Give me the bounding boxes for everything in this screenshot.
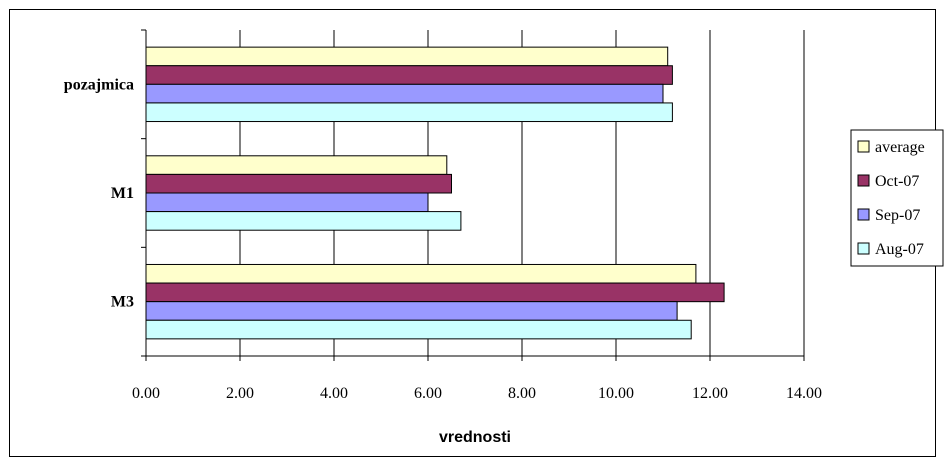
bar-aug-07-m3 xyxy=(145,319,692,340)
bar-aug-07-m1 xyxy=(145,211,462,231)
x-tick-labels: 0.00 2.00 4.00 6.00 8.00 10.00 12.00 14.00 xyxy=(132,385,822,402)
legend-label: Oct-07 xyxy=(875,173,919,190)
legend-swatch xyxy=(857,140,870,153)
x-tick-label: 8.00 xyxy=(508,385,536,402)
bar-average-m3 xyxy=(145,263,697,284)
legend-label: Sep-07 xyxy=(875,207,920,224)
bars xyxy=(145,46,725,340)
legend-swatch xyxy=(857,174,870,187)
bar-sep-07-pozajmica xyxy=(145,83,664,104)
bar-average-m1 xyxy=(145,155,448,175)
bar-oct-07-m3 xyxy=(145,282,725,303)
legend-label: Aug-07 xyxy=(875,241,924,258)
x-tick-label: 0.00 xyxy=(132,385,160,402)
category-label: pozajmica xyxy=(64,76,134,93)
x-tick-label: 2.00 xyxy=(226,385,254,402)
legend-swatch xyxy=(857,242,870,255)
legend-swatch xyxy=(857,208,870,221)
legend-label: average xyxy=(875,139,925,156)
x-tick-label: 4.00 xyxy=(320,385,348,402)
legend: average Oct-07 Sep-07 Aug-07 xyxy=(850,129,944,267)
x-tick-label: 10.00 xyxy=(598,385,634,402)
category-label: M3 xyxy=(111,294,134,311)
x-tick-label: 6.00 xyxy=(414,385,442,402)
bar-sep-07-m1 xyxy=(145,192,429,213)
category-labels: pozajmica M1 M3 xyxy=(64,76,134,310)
x-axis-title: vrednosti xyxy=(439,429,511,446)
x-tick-label: 14.00 xyxy=(786,385,822,402)
x-tick-label: 12.00 xyxy=(692,385,728,402)
bar-sep-07-m3 xyxy=(145,301,678,321)
bar-aug-07-pozajmica xyxy=(145,102,673,123)
category-label: M1 xyxy=(111,185,134,202)
bar-average-pozajmica xyxy=(145,46,669,67)
bar-oct-07-m1 xyxy=(145,173,452,194)
bar-oct-07-pozajmica xyxy=(145,65,673,85)
axes xyxy=(141,29,805,361)
